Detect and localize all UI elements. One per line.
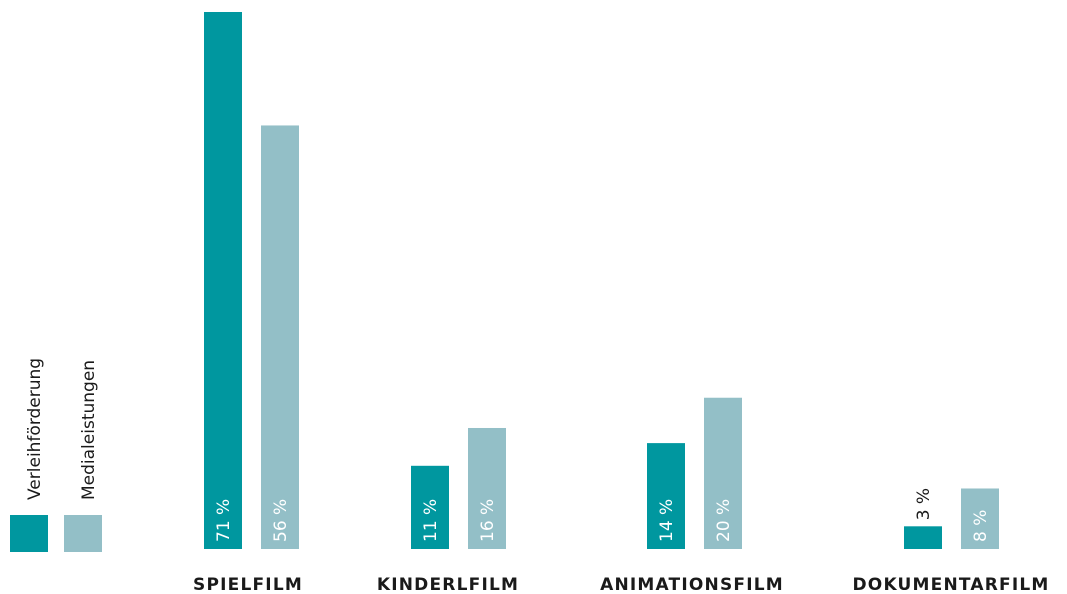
legend: Verleihförderung Medialeistungen	[10, 358, 102, 552]
bar-media-kinderlfilm	[468, 427, 506, 549]
value-label: 56 %	[271, 499, 291, 542]
legend-swatch	[10, 515, 48, 552]
legend-swatch	[64, 515, 102, 552]
category-label: ANIMATIONSFILM	[600, 575, 784, 594]
value-label: 20 %	[714, 499, 734, 542]
category-label: KINDERLFILM	[377, 575, 519, 594]
bar-verleih-animationsfilm	[647, 443, 685, 549]
bar-verleih-dokumentarfilm	[904, 526, 942, 549]
bar-verleih-kinderlfilm	[411, 465, 449, 549]
bar-media-dokumentarfilm	[961, 488, 999, 549]
category-labels: SPIELFILM KINDERLFILM ANIMATIONSFILM DOKUME…	[193, 575, 1049, 594]
bar-media-animationsfilm	[704, 397, 742, 549]
legend-label: Verleihförderung	[25, 358, 45, 500]
value-label: 16 %	[478, 499, 498, 542]
category-label: DOKUMENTARFILM	[852, 575, 1049, 594]
value-label: 8 %	[971, 510, 991, 542]
value-label: 14 %	[657, 499, 677, 542]
category-label: SPIELFILM	[193, 575, 303, 594]
legend-label: Medialeistungen	[79, 360, 99, 500]
value-label: 11 %	[421, 499, 441, 542]
bar-media-spielfilm	[261, 125, 299, 549]
bar-verleih-spielfilm	[204, 12, 242, 549]
value-labels: 71 % 56 % 11 % 16 % 14 % 20 % 3 % 8 %	[214, 488, 991, 542]
bars	[204, 12, 999, 549]
value-label: 71 %	[214, 499, 234, 542]
value-label: 3 %	[914, 488, 934, 520]
